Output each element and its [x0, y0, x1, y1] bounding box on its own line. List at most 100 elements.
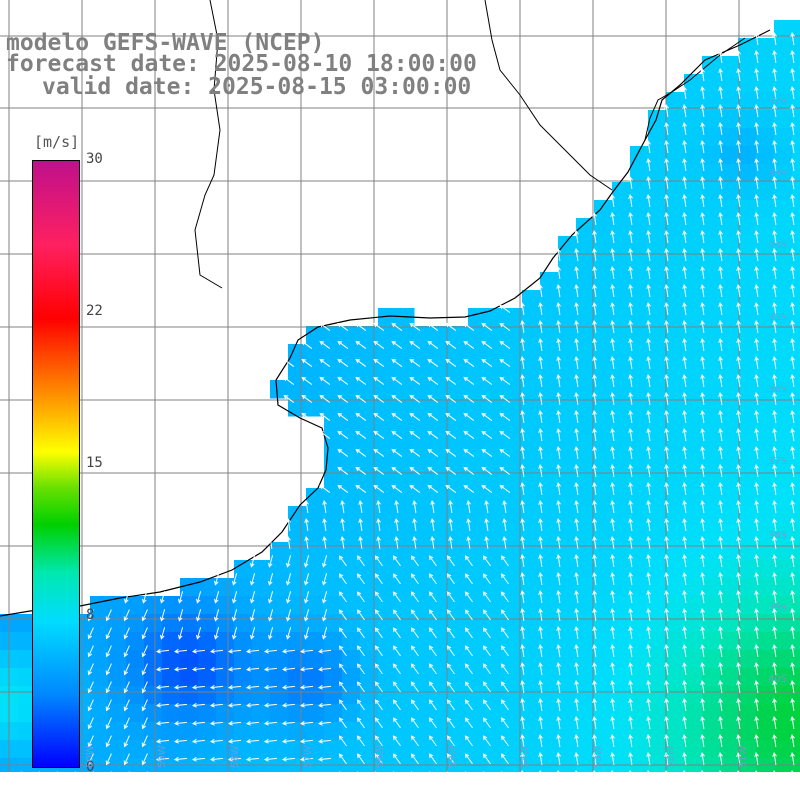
wind-speed-cell [198, 704, 217, 723]
wind-arrow [209, 720, 224, 726]
wind-arrow [500, 663, 509, 675]
wind-speed-cell [774, 146, 793, 165]
wind-speed-cell [558, 686, 577, 705]
wind-speed-cell [594, 470, 613, 489]
wind-speed-cell [108, 740, 127, 759]
wind-arrow [628, 410, 633, 424]
wind-arrow [319, 340, 331, 349]
wind-arrow [610, 752, 615, 766]
wind-speed-cell [684, 254, 703, 273]
wind-speed-cell [702, 758, 721, 777]
wind-arrow [538, 626, 543, 640]
wind-arrow [356, 699, 365, 711]
wind-arrow [556, 446, 561, 460]
wind-speed-cell [396, 632, 415, 651]
wind-arrow [772, 446, 777, 460]
wind-speed-cell [558, 398, 577, 417]
wind-speed-cell [594, 362, 613, 381]
wind-speed-cell [486, 344, 505, 363]
wind-arrow [718, 626, 723, 640]
wind-speed-cell [738, 758, 757, 777]
wind-arrow [664, 500, 669, 514]
wind-arrow [123, 645, 130, 658]
wind-arrow [538, 410, 543, 424]
lagoon-shore [644, 37, 746, 141]
wind-speed-cell [252, 722, 271, 741]
wind-speed-cell [720, 758, 739, 777]
wind-arrow [445, 484, 457, 493]
wind-arrow [610, 644, 615, 658]
wind-speed-cell [576, 758, 595, 777]
wind-speed-cell [450, 380, 469, 399]
wind-speed-cell [450, 758, 469, 777]
wind-speed-cell [486, 560, 505, 579]
wind-arrow [123, 681, 130, 694]
wind-speed-cell [342, 650, 361, 669]
wind-speed-cell [594, 686, 613, 705]
wind-speed-cell [270, 650, 289, 669]
wind-speed-cell [414, 542, 433, 561]
wind-speed-cell [306, 344, 325, 363]
wind-speed-cell [738, 146, 757, 165]
wind-arrow [392, 771, 401, 783]
wind-arrow [428, 699, 437, 711]
wind-arrow [790, 644, 795, 658]
wind-arrow [610, 356, 615, 370]
wind-arrow [700, 320, 705, 334]
wind-arrow [772, 50, 777, 64]
wind-arrow [445, 340, 457, 349]
wind-arrow [245, 666, 260, 672]
wind-arrow [736, 374, 741, 388]
wind-speed-cell [468, 326, 487, 345]
wind-speed-cell [180, 722, 199, 741]
wind-arrow [664, 608, 669, 622]
wind-arrow [301, 358, 313, 367]
wind-arrow [754, 122, 759, 136]
wind-arrow [319, 322, 331, 331]
wind-arrow [754, 212, 759, 226]
wind-arrow [520, 302, 525, 316]
wind-speed-cell [558, 416, 577, 435]
wind-arrow [299, 702, 314, 708]
wind-speed-cell [756, 578, 775, 597]
wind-arrow [646, 680, 651, 694]
wind-arrow [592, 572, 597, 586]
wind-arrow [155, 666, 170, 672]
wind-speed-cell [594, 542, 613, 561]
wind-speed-cell [558, 524, 577, 543]
wind-speed-cell [270, 380, 289, 399]
wind-arrow [304, 518, 309, 532]
wind-speed-cell [594, 290, 613, 309]
wind-arrow [718, 392, 723, 406]
wind-speed-cell [270, 758, 289, 777]
wind-arrow [574, 572, 579, 586]
wind-speed-cell [540, 344, 559, 363]
wind-speed-cell [432, 506, 451, 525]
wind-arrow [628, 302, 633, 316]
wind-speed-cell [522, 740, 541, 759]
wind-speed-cell [630, 200, 649, 219]
wind-speed-cell [720, 650, 739, 669]
wind-speed-cell [18, 686, 37, 705]
wind-arrow [664, 464, 669, 478]
wind-arrow [592, 284, 597, 298]
wind-arrow [394, 536, 399, 550]
wind-arrow [123, 735, 130, 748]
wind-arrow [700, 338, 705, 352]
wind-arrow [664, 572, 669, 586]
wind-speed-cell [594, 200, 613, 219]
wind-arrow [790, 176, 795, 190]
wind-arrow [173, 648, 188, 654]
wind-arrow [304, 500, 309, 514]
wind-arrow [736, 770, 741, 784]
wind-speed-cell [666, 650, 685, 669]
wind-arrow [556, 284, 561, 298]
wind-speed-cell [792, 110, 800, 129]
wind-speed-cell [666, 668, 685, 687]
wind-speed-cell [648, 308, 667, 327]
wind-arrow [338, 753, 347, 765]
wind-arrow [481, 376, 493, 385]
wind-arrow [283, 394, 295, 403]
wind-speed-cell [396, 380, 415, 399]
wind-speed-cell [792, 272, 800, 291]
